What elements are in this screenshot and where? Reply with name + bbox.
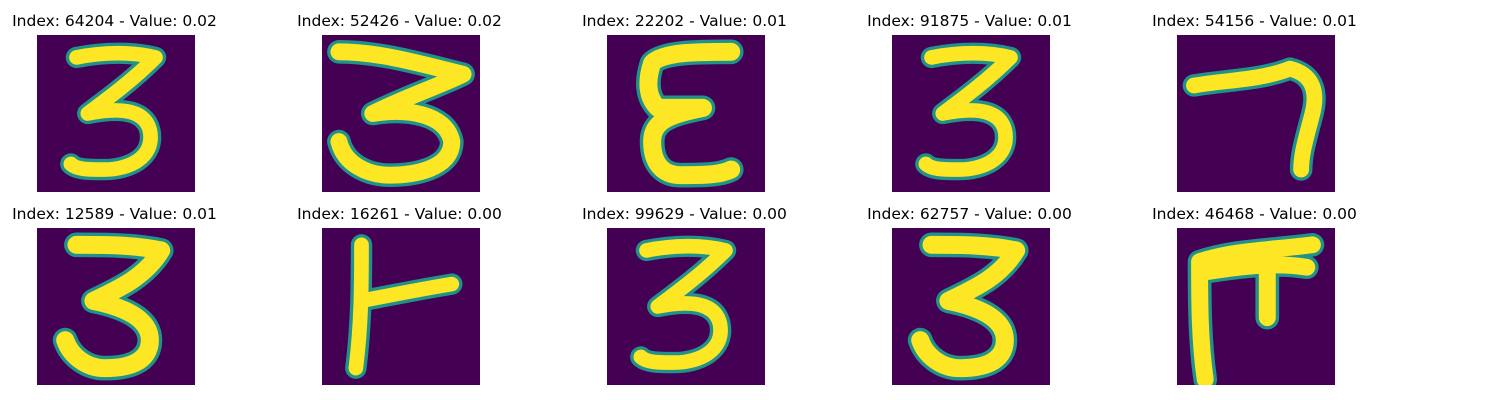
stroke-core — [1191, 236, 1321, 385]
digit-image — [1177, 35, 1335, 192]
digit-panel: Index: 46468 - Value: 0.00 — [1112, 193, 1397, 385]
stroke-core — [918, 45, 1018, 177]
digit-panel: Index: 54156 - Value: 0.01 — [1112, 0, 1397, 192]
digit-image — [37, 35, 195, 192]
stroke-core — [348, 237, 460, 376]
stroke-core — [911, 235, 1026, 378]
image-background — [322, 228, 480, 385]
digit-image — [322, 228, 480, 385]
panel-title: Index: 22202 - Value: 0.01 — [582, 12, 787, 30]
digit-image — [892, 228, 1050, 385]
stroke-core — [639, 42, 741, 185]
digit-panel: Index: 99629 - Value: 0.00 — [542, 193, 827, 385]
digit-image — [607, 228, 765, 385]
digit-panel: Index: 22202 - Value: 0.01 — [542, 0, 827, 192]
panel-title: Index: 12589 - Value: 0.01 — [12, 205, 217, 223]
digit-panel: Index: 64204 - Value: 0.02 — [0, 0, 257, 192]
panel-title: Index: 64204 - Value: 0.02 — [12, 12, 217, 30]
digit-panel: Index: 62757 - Value: 0.00 — [827, 193, 1112, 385]
panel-title: Index: 16261 - Value: 0.00 — [297, 205, 502, 223]
stroke-core — [633, 238, 733, 370]
digit-image — [37, 228, 195, 385]
stroke-core — [56, 235, 171, 378]
panel-title: Index: 62757 - Value: 0.00 — [867, 205, 1072, 223]
digit-panel: Index: 52426 - Value: 0.02 — [257, 0, 542, 192]
panel-title: Index: 54156 - Value: 0.01 — [1152, 12, 1357, 30]
stroke-core — [330, 43, 472, 184]
panel-title: Index: 99629 - Value: 0.00 — [582, 205, 787, 223]
digit-panel: Index: 91875 - Value: 0.01 — [827, 0, 1112, 192]
panel-title: Index: 46468 - Value: 0.00 — [1152, 205, 1357, 223]
digit-panel: Index: 16261 - Value: 0.00 — [257, 193, 542, 385]
panel-title: Index: 91875 - Value: 0.01 — [867, 12, 1072, 30]
stroke-core — [1186, 60, 1323, 178]
digit-image — [1177, 228, 1335, 385]
digit-image — [892, 35, 1050, 192]
panel-title: Index: 52426 - Value: 0.02 — [297, 12, 502, 30]
digit-image — [322, 35, 480, 192]
digit-panel: Index: 12589 - Value: 0.01 — [0, 193, 257, 385]
stroke-core — [63, 45, 163, 177]
digit-image — [607, 35, 765, 192]
